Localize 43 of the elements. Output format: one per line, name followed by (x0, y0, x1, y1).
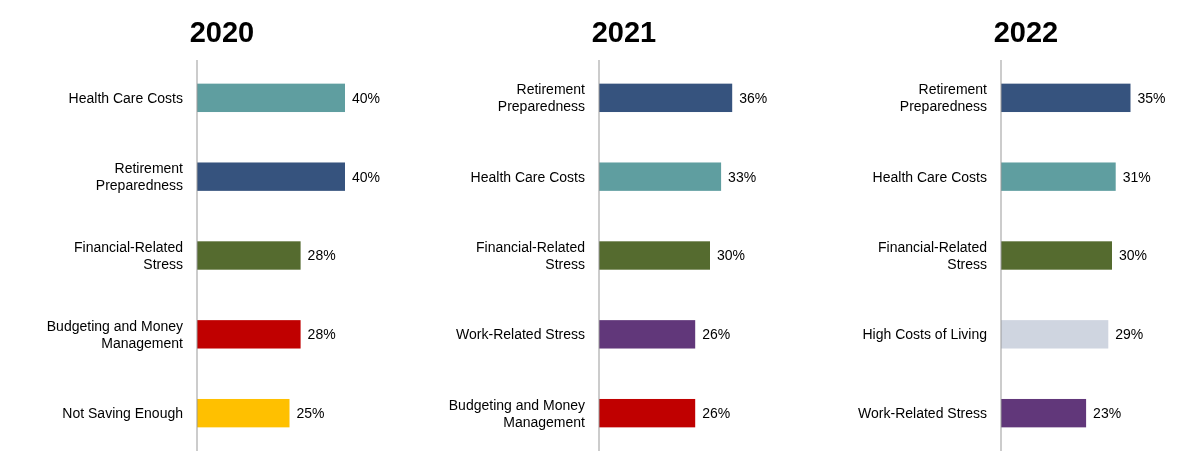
data-label: 29% (1115, 326, 1144, 343)
chart-title: 2021 (591, 16, 657, 48)
data-label: 36% (739, 89, 768, 106)
y-tick-label: High Costs of Living (862, 326, 987, 343)
y-tick-label: Financial-Related Stress (476, 238, 585, 272)
data-label: 30% (717, 247, 746, 264)
data-label: 35% (1137, 89, 1166, 106)
data-label: 26% (702, 405, 731, 422)
data-label: 33% (728, 168, 757, 185)
y-tick-label: Retirement Preparedness (899, 81, 988, 115)
bar (1001, 241, 1112, 270)
data-label: 23% (1093, 405, 1122, 422)
y-tick-label: Financial-Related Stress (878, 238, 987, 272)
bar (599, 398, 696, 428)
bar (599, 320, 696, 349)
chart-title: 2020 (189, 16, 255, 48)
y-tick-label: Budgeting and Money Management (448, 396, 586, 430)
data-label: 26% (702, 326, 731, 343)
data-label: 25% (296, 405, 325, 422)
data-label: 31% (1122, 168, 1151, 185)
bar (1001, 320, 1109, 349)
y-tick-label: Financial-Related Stress (74, 238, 183, 272)
y-tick-label: Budgeting and Money Management (46, 317, 184, 351)
data-label: 28% (307, 247, 336, 264)
y-tick-label: Health Care Costs (68, 89, 183, 106)
y-tick-label: Work-Related Stress (456, 326, 585, 343)
y-tick-label: Retirement Preparedness (95, 160, 184, 194)
bar (599, 241, 710, 270)
bar (1001, 162, 1116, 191)
data-label: 28% (307, 326, 336, 343)
y-tick-label: Health Care Costs (470, 168, 585, 185)
y-tick-label: Health Care Costs (872, 168, 987, 185)
data-label: 40% (352, 168, 381, 185)
bar (599, 162, 722, 191)
bar (599, 83, 733, 113)
y-tick-label: Retirement Preparedness (497, 81, 586, 115)
data-label: 30% (1119, 247, 1148, 264)
y-tick-label: Work-Related Stress (858, 405, 987, 422)
data-label: 40% (352, 89, 381, 106)
chart-title: 2022 (993, 16, 1059, 48)
bar (1001, 398, 1087, 428)
y-tick-label: Not Saving Enough (62, 405, 183, 422)
bar (1001, 83, 1131, 113)
